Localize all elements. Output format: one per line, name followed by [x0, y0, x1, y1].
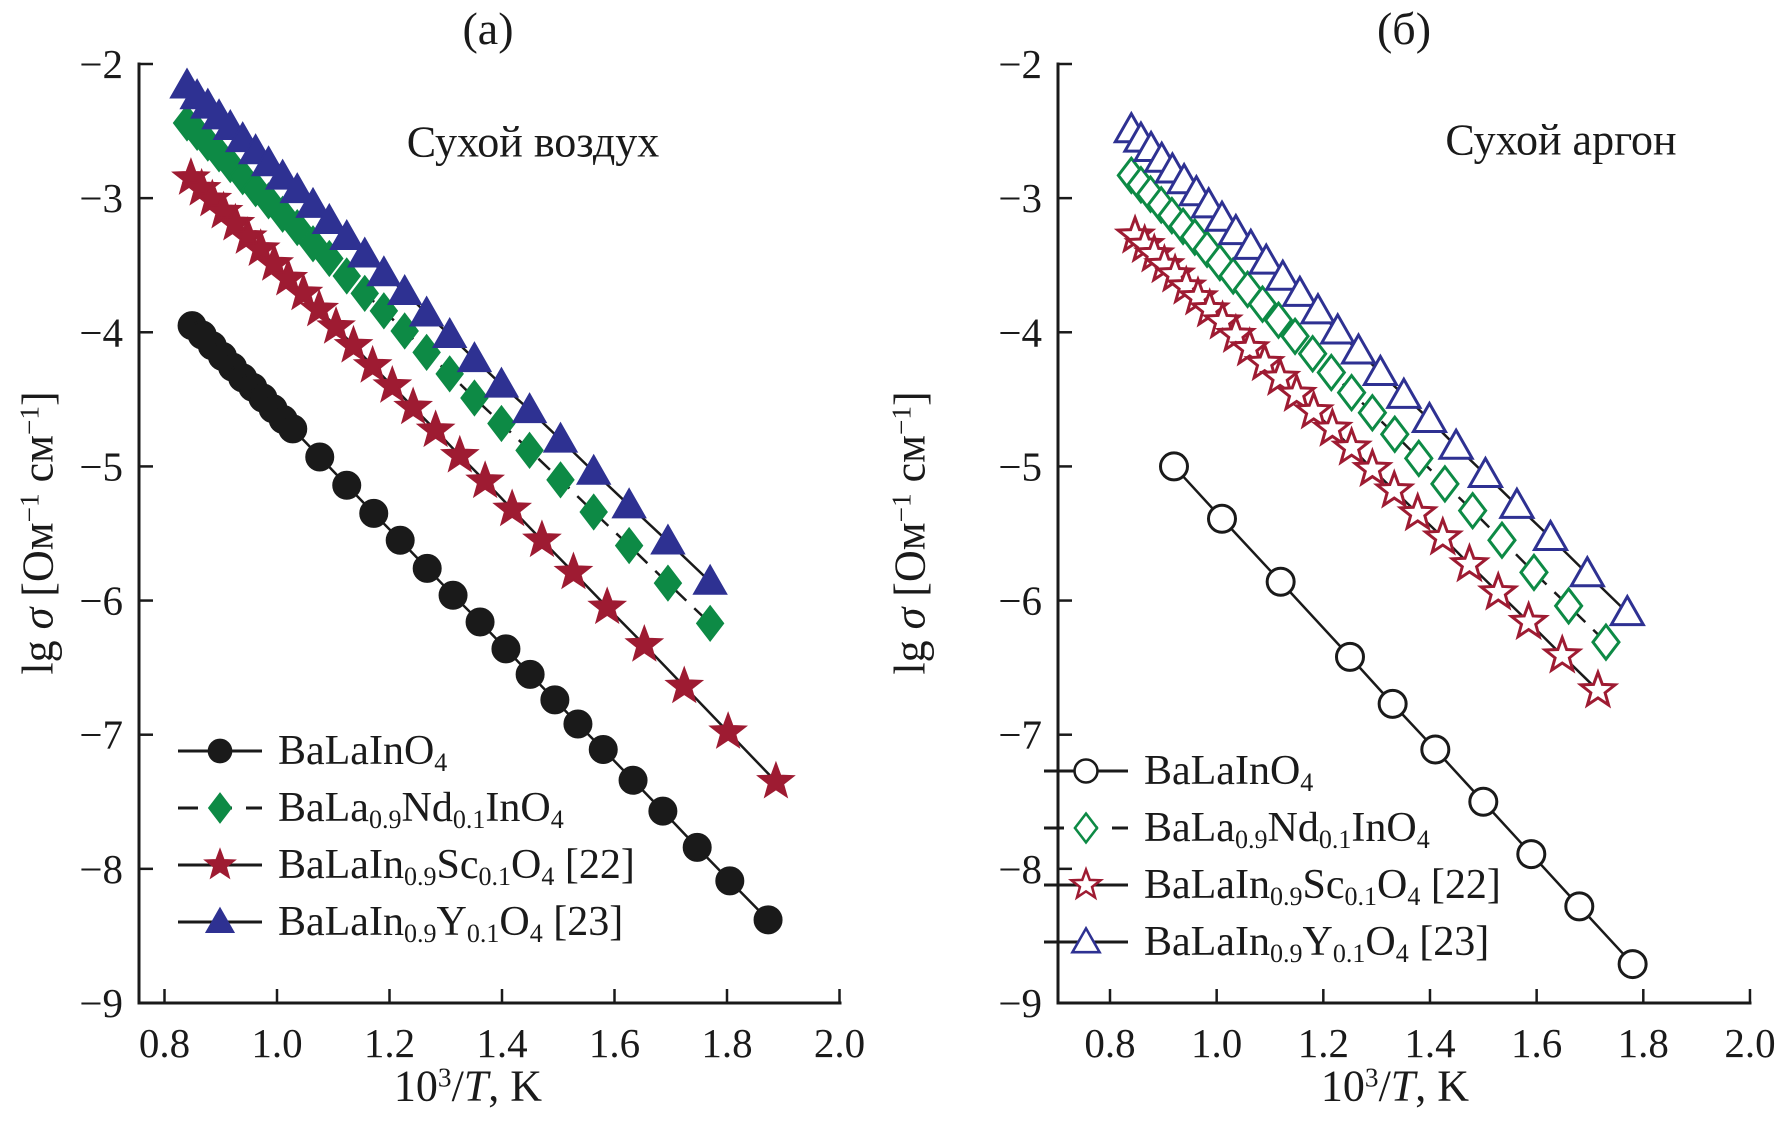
svg-text:0.8: 0.8 [1084, 1020, 1135, 1066]
open-circle-marker-icon [1044, 758, 1128, 784]
panel-b-annotation: Сухой аргон [1445, 115, 1677, 165]
legend-label: BaLa0.9Nd0.1InO4 [1144, 805, 1430, 855]
panel-a-title: (a) [462, 3, 514, 54]
svg-text:−7: −7 [79, 712, 123, 758]
legend-label: BaLaIn0.9Y0.1O4 [23] [1144, 919, 1490, 969]
legend-row: BaLaIn0.9Y0.1O4 [23] [1042, 919, 1501, 969]
panel-b-y-axis-label: lg σ [Ом−1 см−1] [885, 391, 935, 675]
legend-row: BaLaInO4 [176, 728, 635, 778]
legend-label: BaLaInO4 [1144, 748, 1314, 798]
open-triangle-marker-icon [1044, 925, 1128, 954]
open-star-marker-icon [1044, 866, 1128, 901]
svg-text:1.2: 1.2 [364, 1020, 415, 1066]
panel-b-legend: BaLaInO4 BaLa0.9Nd0.1InO4 BaLaIn0.9Sc0.1… [1042, 748, 1501, 976]
svg-text:1.2: 1.2 [1298, 1020, 1349, 1066]
legend-label: BaLa0.9Nd0.1InO4 [278, 785, 564, 835]
svg-text:−3: −3 [998, 175, 1042, 221]
svg-text:−9: −9 [998, 980, 1042, 1026]
svg-text:1.6: 1.6 [1511, 1020, 1562, 1066]
svg-text:2.0: 2.0 [814, 1020, 865, 1066]
legend-row: BaLaIn0.9Y0.1O4 [23] [176, 899, 635, 949]
filled-diamond-marker-icon [178, 792, 262, 824]
legend-label: BaLaInO4 [278, 728, 448, 778]
svg-text:2.0: 2.0 [1724, 1020, 1775, 1066]
svg-text:0.8: 0.8 [139, 1020, 190, 1066]
svg-text:−4: −4 [79, 309, 123, 355]
filled-triangle-marker-icon [178, 906, 262, 934]
filled-star-marker-icon [178, 847, 262, 880]
svg-text:1.8: 1.8 [1618, 1020, 1669, 1066]
legend-row: BaLaInO4 [1042, 748, 1501, 798]
svg-text:−9: −9 [79, 980, 123, 1026]
svg-text:1.4: 1.4 [1404, 1020, 1455, 1066]
legend-label: BaLaIn0.9Sc0.1O4 [22] [278, 842, 635, 892]
filled-circle-marker-icon [178, 738, 262, 764]
svg-text:−5: −5 [79, 443, 123, 489]
svg-text:−8: −8 [998, 846, 1042, 892]
svg-text:1.0: 1.0 [251, 1020, 302, 1066]
panel-a-legend: BaLaInO4 BaLa0.9Nd0.1InO4 BaLaIn0.9Sc0.1… [176, 728, 635, 956]
svg-text:−2: −2 [998, 41, 1042, 87]
svg-text:−7: −7 [998, 712, 1042, 758]
svg-text:−5: −5 [998, 443, 1042, 489]
panel-a-annotation: Сухой воздух [406, 117, 660, 167]
legend-label: BaLaIn0.9Y0.1O4 [23] [278, 899, 624, 949]
panel-b-x-axis-label: 103/T, K [1320, 1061, 1470, 1111]
svg-text:−8: −8 [79, 846, 123, 892]
legend-row: BaLaIn0.9Sc0.1O4 [22] [176, 842, 635, 892]
panel-a-x-axis-label: 103/T, K [393, 1061, 543, 1111]
svg-text:1.4: 1.4 [476, 1020, 527, 1066]
svg-text:1.8: 1.8 [701, 1020, 752, 1066]
open-diamond-marker-icon [1044, 811, 1128, 845]
legend-row: BaLaIn0.9Sc0.1O4 [22] [1042, 862, 1501, 912]
svg-text:1.0: 1.0 [1191, 1020, 1242, 1066]
panel-a-y-axis-label: lg σ [Ом−1 см−1] [13, 391, 63, 675]
panel-b-title: (б) [1376, 3, 1432, 54]
svg-text:−6: −6 [79, 578, 123, 624]
legend-label: BaLaIn0.9Sc0.1O4 [22] [1144, 862, 1501, 912]
legend-row: BaLa0.9Nd0.1InO4 [176, 785, 635, 835]
svg-text:−6: −6 [998, 578, 1042, 624]
svg-text:−4: −4 [998, 309, 1042, 355]
svg-text:−2: −2 [79, 41, 123, 87]
svg-text:−3: −3 [79, 175, 123, 221]
legend-row: BaLa0.9Nd0.1InO4 [1042, 805, 1501, 855]
svg-text:1.6: 1.6 [589, 1020, 640, 1066]
